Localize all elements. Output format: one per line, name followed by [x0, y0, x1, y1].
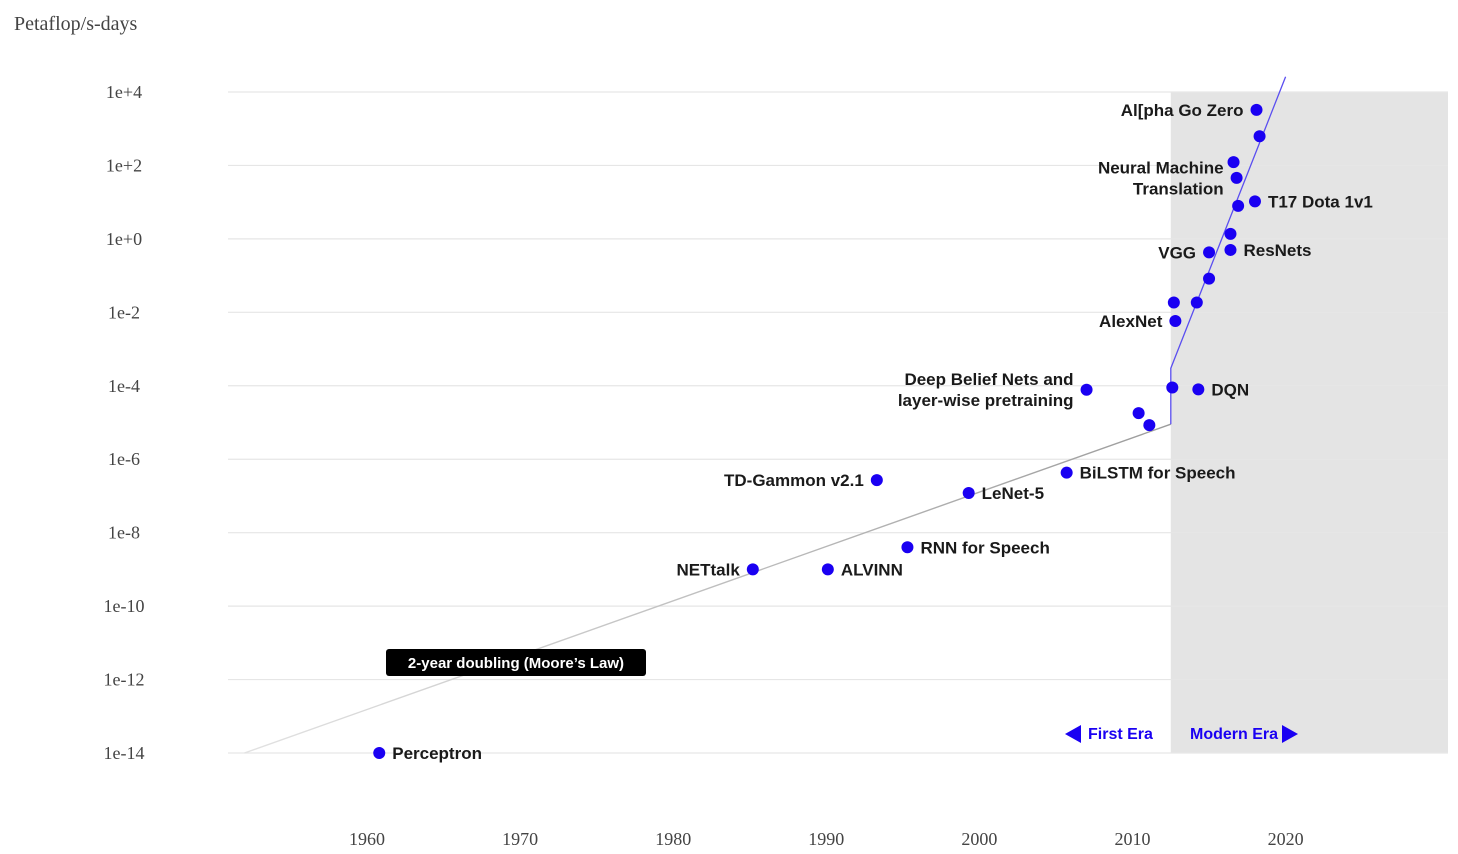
data-point: [1169, 315, 1182, 328]
x-tick-label: 2010: [1115, 829, 1151, 849]
data-point: [1248, 195, 1261, 208]
data-point: [1080, 383, 1093, 396]
point-label: ALVINN: [841, 560, 903, 579]
point-label: VGG: [1158, 243, 1196, 262]
point-label: T17 Dota 1v1: [1268, 192, 1373, 211]
x-tick-label: 1960: [349, 829, 385, 849]
axis-ticks: 1e+4 1e+2 1e+0 1e-2 1e-4 1e-6 1e-8 1e-10 1e-12 1e…: [104, 82, 1304, 849]
data-point: [1230, 171, 1243, 184]
point-label: BiLSTM for Speech: [1080, 464, 1236, 483]
modern-era-background: [1170, 92, 1448, 753]
right-arrow-icon: [1282, 725, 1298, 743]
modern-era-trend-line: [1170, 76, 1287, 425]
point-label: NETtalk: [677, 560, 741, 579]
gridlines: [228, 91, 1448, 754]
data-point: [1232, 199, 1245, 212]
data-point: [1132, 407, 1145, 420]
moore-law-label: 2-year doubling (Moore’s Law): [408, 655, 624, 672]
x-tick-label: 1980: [655, 829, 691, 849]
y-tick-label: 1e-12: [104, 670, 145, 690]
data-point: [821, 563, 834, 576]
x-tick-label: 2020: [1268, 829, 1304, 849]
point-label: DQN: [1211, 380, 1249, 399]
data-point: [1250, 103, 1263, 116]
data-point: [1060, 466, 1073, 479]
left-arrow-icon: [1065, 725, 1081, 743]
data-point: [373, 747, 386, 759]
y-tick-label: 1e-8: [108, 523, 140, 543]
modern-era-marker: Modern Era: [1190, 725, 1298, 743]
point-label: Al[pha Go Zero: [1121, 101, 1244, 120]
y-tick-label: 1e-10: [104, 596, 145, 616]
data-point: [1224, 227, 1237, 240]
data-point: [1143, 419, 1156, 432]
first-era-marker: First Era: [1065, 725, 1153, 743]
data-point: [1166, 381, 1179, 394]
y-tick-label: 1e+0: [106, 229, 142, 249]
data-point: [746, 563, 759, 576]
point-label: RNN for Speech: [920, 538, 1049, 557]
trend-lines: [244, 76, 1287, 754]
modern-era-label: Modern Era: [1190, 726, 1278, 743]
data-point: [1192, 383, 1205, 396]
data-point: [870, 474, 883, 487]
data-point: [1253, 130, 1266, 143]
moore-law-annotation: 2-year doubling (Moore’s Law): [386, 649, 646, 676]
data-points: Perceptron NETtalk ALVINN RNN for Speech TD-…: [373, 101, 1373, 763]
point-label: Perceptron: [392, 744, 482, 763]
x-tick-label: 1970: [502, 829, 538, 849]
x-tick-label: 2000: [961, 829, 997, 849]
point-label: AlexNet: [1099, 312, 1163, 331]
data-point: [1203, 272, 1216, 285]
y-tick-label: 1e-14: [104, 743, 145, 763]
moore-law-badge: [386, 649, 646, 676]
point-label: ResNets: [1243, 241, 1311, 260]
y-tick-label: 1e-6: [108, 449, 140, 469]
data-point: [1203, 246, 1216, 259]
point-label: layer-wise pretraining: [898, 391, 1074, 410]
first-era-label: First Era: [1088, 726, 1153, 743]
data-point: [962, 487, 975, 500]
point-label: Deep Belief Nets and: [904, 370, 1073, 389]
y-axis-label: Petaflop/s-days: [14, 13, 138, 35]
point-label: Neural Machine: [1098, 158, 1224, 177]
point-label: LeNet-5: [982, 484, 1044, 503]
y-tick-label: 1e-4: [108, 376, 140, 396]
data-point: [1167, 296, 1180, 309]
y-tick-label: 1e-2: [108, 302, 140, 322]
data-point: [1224, 243, 1237, 256]
data-point: [1190, 296, 1203, 309]
x-tick-label: 1990: [808, 829, 844, 849]
y-tick-label: 1e+4: [106, 82, 142, 102]
y-tick-label: 1e+2: [106, 155, 142, 175]
moore-law-trend-line: [244, 423, 1172, 754]
data-point: [1227, 156, 1240, 169]
data-point: [901, 541, 914, 554]
point-label: TD-Gammon v2.1: [724, 471, 864, 490]
point-label: Translation: [1133, 179, 1224, 198]
